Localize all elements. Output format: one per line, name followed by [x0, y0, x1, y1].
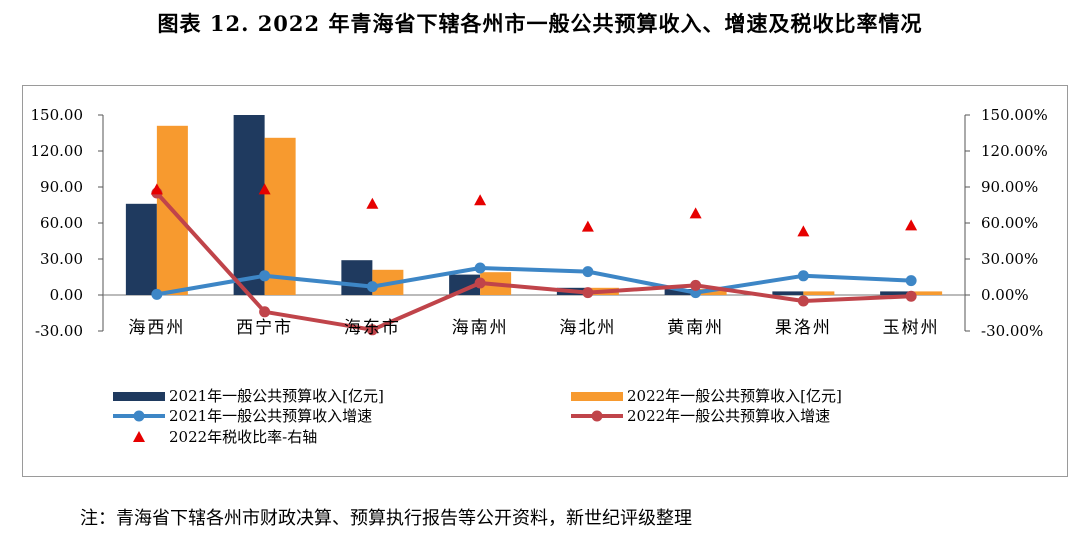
source-note: 注：青海省下辖各州市财政决算、预算执行报告等公开资料，新世纪评级整理	[80, 508, 692, 529]
bar-2021	[125, 203, 157, 295]
legend-swatch-tax-rate	[133, 431, 145, 442]
growth-2022-point	[690, 279, 702, 291]
legend-label: 2022年一般公共预算收入增速	[627, 407, 830, 425]
bar-2021	[341, 260, 373, 295]
tax-rate-marker	[366, 197, 379, 209]
right-tick-label: 60.00%	[981, 214, 1038, 232]
category-label: 果洛州	[775, 318, 832, 338]
growth-2022-point	[474, 277, 486, 289]
left-tick-label: 90.00	[40, 178, 83, 196]
tax-rate-marker	[905, 219, 918, 231]
legend-label: 2022年一般公共预算收入[亿元]	[627, 387, 842, 405]
growth-2021-point	[905, 275, 917, 287]
left-tick-label: 30.00	[40, 250, 83, 268]
growth-2021-line	[156, 266, 912, 297]
category-label: 玉树州	[883, 318, 940, 338]
tax-rate-marker	[797, 225, 810, 237]
tax-rate-marker	[474, 194, 487, 206]
legend-label: 2022年税收比率-右轴	[169, 428, 317, 446]
bar-2022	[803, 291, 835, 295]
category-label: 黄南州	[667, 318, 724, 338]
bar-2021	[772, 291, 804, 295]
growth-2021-point	[797, 270, 809, 282]
growth-2022-point	[905, 290, 917, 302]
legend-swatch-bar-2021	[113, 392, 165, 401]
legend-swatch-point-2022	[591, 410, 603, 422]
left-tick-label: 120.00	[31, 142, 84, 160]
growth-2021-point	[151, 288, 163, 300]
tax-rate-marker	[258, 183, 271, 195]
tax-rate-marker	[689, 207, 702, 219]
tax-rate-marker	[150, 183, 163, 195]
chart-svg: 150.00 120.00 90.00 60.00 30.00 0.00 -30.00 150…	[31, 106, 1048, 446]
left-tick-label: 60.00	[40, 214, 83, 232]
right-tick-label: 30.00%	[981, 250, 1038, 268]
category-label: 海西州	[128, 318, 185, 338]
bar-2021	[880, 291, 912, 295]
right-tick-label: 120.00%	[981, 142, 1048, 160]
category-label: 西宁市	[236, 318, 293, 338]
right-tick-label: 150.00%	[981, 106, 1048, 124]
right-tick-label: 90.00%	[981, 178, 1038, 196]
right-tick-label: 0.00%	[981, 286, 1029, 304]
category-label: 海东市	[344, 318, 401, 338]
tax-rate-marker	[581, 220, 594, 232]
left-tick-label: -30.00	[35, 322, 83, 340]
right-tick-label: -30.00%	[981, 322, 1043, 340]
bar-2022	[911, 291, 943, 295]
growth-2021-point	[366, 281, 378, 293]
growth-2021-point	[474, 262, 486, 274]
bar-2021	[449, 274, 481, 295]
bar-2021	[233, 115, 265, 295]
growth-2021-point	[259, 270, 271, 282]
growth-2022-point	[366, 324, 378, 336]
growth-2022-point	[797, 295, 809, 307]
bar-2021	[664, 289, 696, 295]
left-tick-label: 150.00	[31, 106, 84, 124]
bar-2022	[264, 137, 296, 295]
chart-title: 图表 12. 2022 年青海省下辖各州市一般公共预算收入、增速及税收比率情况	[157, 11, 923, 36]
legend-swatch-bar-2022	[571, 392, 623, 401]
legend-swatch-point-2021	[133, 410, 145, 422]
legend-label: 2021年一般公共预算收入增速	[169, 407, 372, 425]
growth-2022-point	[582, 287, 594, 299]
category-label: 海北州	[559, 318, 616, 338]
growth-2022-line	[155, 191, 912, 332]
growth-2021-point	[582, 266, 594, 278]
chart-frame: 150.00 120.00 90.00 60.00 30.00 0.00 -30.00 150…	[22, 85, 1068, 477]
legend-label: 2021年一般公共预算收入[亿元]	[169, 387, 384, 405]
category-label: 海南州	[452, 318, 509, 338]
growth-2022-point	[259, 306, 271, 318]
left-tick-label: 0.00	[50, 286, 83, 304]
